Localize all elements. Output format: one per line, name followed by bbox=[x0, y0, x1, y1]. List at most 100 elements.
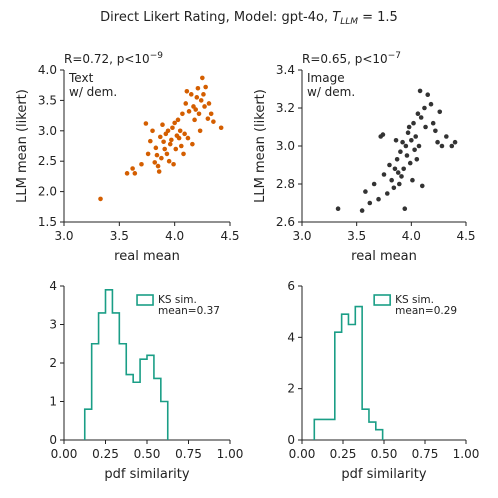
data-point bbox=[197, 128, 203, 134]
scatter-points bbox=[98, 75, 224, 202]
data-point bbox=[169, 137, 174, 143]
data-point bbox=[183, 101, 189, 106]
legend-label: KS sim. bbox=[395, 294, 434, 306]
data-point bbox=[203, 84, 208, 90]
data-point bbox=[218, 125, 224, 131]
data-point bbox=[435, 139, 440, 145]
data-point bbox=[208, 111, 214, 117]
x-tick-label: 4.0 bbox=[165, 229, 184, 243]
data-point bbox=[405, 130, 411, 135]
x-tick-label: 0.25 bbox=[330, 447, 357, 461]
y-tick-label: 6 bbox=[287, 279, 295, 293]
y-tick-label: 1.5 bbox=[38, 215, 57, 229]
data-point bbox=[393, 138, 399, 143]
data-point bbox=[150, 128, 155, 134]
data-point bbox=[392, 166, 398, 172]
data-point bbox=[184, 88, 190, 94]
data-point bbox=[449, 143, 455, 149]
figure-title: Direct Likert Rating, Model: gpt-4o, TLL… bbox=[100, 10, 398, 27]
y-tick-label: 3.0 bbox=[38, 124, 57, 138]
y-tick-label: 2.5 bbox=[38, 154, 57, 168]
data-point bbox=[397, 181, 402, 187]
data-point bbox=[162, 146, 168, 152]
y-tick-label: 2.8 bbox=[276, 177, 295, 191]
data-point bbox=[185, 135, 191, 141]
y-tick-label: 2.0 bbox=[38, 185, 57, 199]
annotation-exponent: −7 bbox=[388, 51, 401, 61]
x-tick-label: 3.5 bbox=[347, 229, 366, 243]
panel-text_hist: 0.00 0.25 0.50 0.75 1.00 0 1 2 3 4 pdf similarity K… bbox=[49, 279, 243, 482]
data-point bbox=[211, 119, 216, 124]
data-point bbox=[196, 111, 202, 117]
axes-text: 3.0 3.5 4.0 4.5 1.5 2.0 2.5 3.0 3.5 4.0 bbox=[38, 63, 240, 243]
data-point bbox=[403, 143, 409, 149]
x-tick-label: 0.75 bbox=[412, 447, 439, 461]
data-point bbox=[201, 92, 206, 97]
x-tick-label: 4.5 bbox=[456, 229, 475, 243]
data-point bbox=[132, 171, 138, 176]
data-point bbox=[186, 109, 192, 114]
data-point bbox=[170, 125, 175, 131]
y-axis-label: LLM mean (likert) bbox=[15, 89, 30, 203]
data-point bbox=[180, 111, 185, 117]
y-axis-label: LLM mean (likert) bbox=[253, 89, 268, 203]
data-point bbox=[155, 163, 161, 169]
data-point bbox=[391, 185, 397, 191]
x-tick-label: 3.5 bbox=[110, 229, 129, 243]
data-point bbox=[416, 143, 422, 149]
data-point bbox=[423, 124, 428, 130]
panel-image_hist: 0.00 0.25 0.50 0.75 1.00 0 2 4 6 pdf similarity KS… bbox=[287, 279, 479, 482]
y-tick-label: 1 bbox=[49, 395, 57, 409]
legend-label: KS sim. bbox=[158, 294, 197, 306]
data-point bbox=[359, 208, 365, 213]
data-point bbox=[444, 134, 449, 139]
y-tick-label: 3.0 bbox=[276, 139, 295, 153]
data-point bbox=[428, 101, 434, 107]
data-point bbox=[161, 139, 166, 145]
panel-label: w/ dem. bbox=[69, 85, 117, 99]
data-point bbox=[452, 139, 458, 145]
data-point bbox=[406, 124, 412, 130]
x-tick-label: 0.50 bbox=[371, 447, 398, 461]
data-point bbox=[192, 117, 197, 123]
data-point bbox=[179, 143, 184, 149]
y-tick-label: 3 bbox=[49, 318, 57, 332]
data-point bbox=[371, 181, 377, 187]
data-point bbox=[399, 174, 404, 179]
data-point bbox=[156, 169, 162, 174]
data-point bbox=[205, 116, 211, 121]
data-point bbox=[415, 111, 421, 116]
data-point bbox=[152, 160, 158, 165]
data-point bbox=[433, 128, 438, 134]
data-point bbox=[413, 134, 419, 139]
data-point bbox=[439, 143, 445, 149]
data-point bbox=[414, 157, 420, 162]
y-tick-label: 0 bbox=[49, 433, 57, 447]
data-point bbox=[418, 115, 424, 120]
panel-text: 3.0 3.5 4.0 4.5 1.5 2.0 2.5 3.0 3.5 4.0 real mean L… bbox=[15, 51, 240, 264]
x-axis-label: real mean bbox=[114, 249, 180, 264]
data-point bbox=[176, 135, 182, 141]
data-point bbox=[166, 158, 172, 164]
y-tick-label: 2 bbox=[49, 356, 57, 370]
y-tick-label: 4.0 bbox=[38, 63, 57, 77]
data-point bbox=[430, 120, 436, 126]
x-tick-label: 4.0 bbox=[402, 229, 421, 243]
y-tick-label: 0 bbox=[287, 433, 295, 447]
x-tick-label: 1.00 bbox=[453, 447, 480, 461]
data-point bbox=[381, 172, 387, 177]
y-tick-label: 3.5 bbox=[38, 93, 57, 107]
correlation-annotation: R=0.65, p<10−7 bbox=[302, 51, 401, 66]
y-tick-label: 3.4 bbox=[276, 63, 295, 77]
data-point bbox=[190, 141, 195, 147]
panel-image: 3.0 3.5 4.0 4.5 2.6 2.8 3.0 3.2 3.4 real mean LLM … bbox=[253, 51, 476, 264]
data-point bbox=[139, 161, 144, 167]
x-axis-label: pdf similarity bbox=[341, 467, 427, 482]
data-point bbox=[367, 200, 373, 206]
x-axis-label: real mean bbox=[351, 249, 417, 264]
data-point bbox=[384, 191, 390, 196]
data-point bbox=[394, 157, 400, 162]
y-tick-label: 4 bbox=[49, 279, 57, 293]
annotation-text: R=0.65, p<10 bbox=[302, 52, 388, 66]
